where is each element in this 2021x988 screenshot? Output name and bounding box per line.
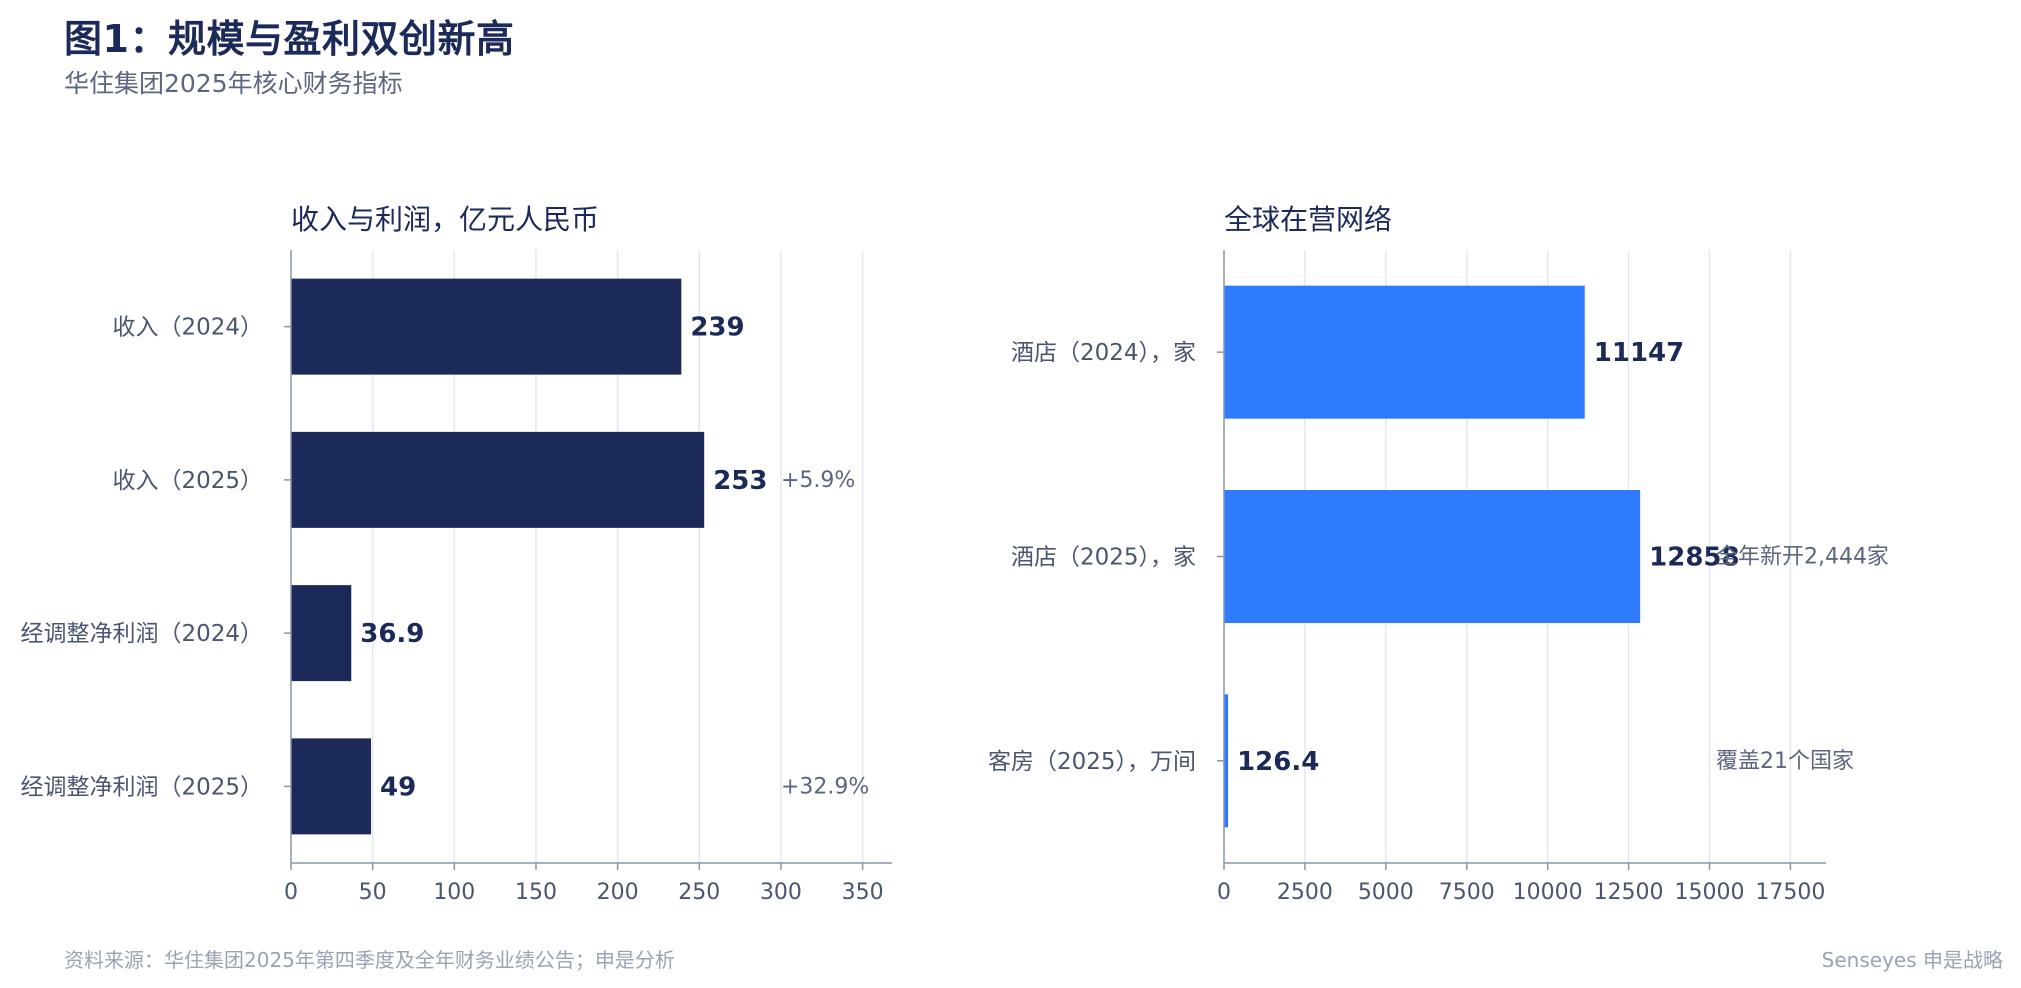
left-x-tick-label-4: 200 xyxy=(597,880,639,905)
left-category-label-0: 收入（2024） xyxy=(112,315,263,341)
figure-title: 图1：规模与盈利双创新高 xyxy=(64,17,515,61)
left-value-label-2: 36.9 xyxy=(360,619,424,649)
right-x-tick-label-4: 10000 xyxy=(1513,880,1583,905)
right-x-tick-label-6: 15000 xyxy=(1674,880,1744,905)
right-x-tick-label-2: 5000 xyxy=(1358,880,1414,905)
right-value-label-2: 126.4 xyxy=(1237,747,1319,777)
left-category-label-3: 经调整净利润（2025） xyxy=(20,774,263,800)
left-x-tick-label-3: 150 xyxy=(515,880,557,905)
right-category-label-1: 酒店（2025），家 xyxy=(1011,545,1196,571)
left-category-label-2: 经调整净利润（2024） xyxy=(20,621,263,647)
right-annotation-1: 全年新开2,444家 xyxy=(1716,545,1889,570)
left-category-label-1: 收入（2025） xyxy=(112,468,263,494)
left-x-tick-label-7: 350 xyxy=(842,880,884,905)
left-value-label-1: 253 xyxy=(713,466,767,496)
left-x-tick-label-1: 50 xyxy=(359,880,387,905)
left-x-tick-label-0: 0 xyxy=(284,880,298,905)
right-panel-title: 全球在营网络 xyxy=(1224,203,1392,236)
left-bar-3 xyxy=(291,738,372,835)
right-category-label-0: 酒店（2024），家 xyxy=(1011,340,1196,366)
right-bar-1 xyxy=(1224,490,1641,623)
left-value-label-3: 49 xyxy=(380,772,416,802)
right-bar-2 xyxy=(1224,694,1229,828)
right-category-label-2: 客房（2025），万间 xyxy=(988,749,1196,775)
left-panel-title: 收入与利润，亿元人民币 xyxy=(291,203,599,236)
figure-subtitle: 华住集团2025年核心财务指标 xyxy=(64,69,403,98)
left-bar-2 xyxy=(291,585,352,682)
right-x-tick-label-7: 17500 xyxy=(1755,880,1825,905)
left-bar-0 xyxy=(291,278,682,375)
left-annotation-1: +5.9% xyxy=(781,468,855,493)
right-x-tick-label-0: 0 xyxy=(1217,880,1231,905)
left-annotation-3: +32.9% xyxy=(781,774,869,799)
left-x-tick-label-5: 250 xyxy=(678,880,720,905)
left-x-tick-label-2: 100 xyxy=(433,880,475,905)
right-annotation-2: 覆盖21个国家 xyxy=(1716,749,1854,774)
right-value-label-1: 12858 xyxy=(1649,543,1739,573)
right-x-tick-label-5: 12500 xyxy=(1594,880,1664,905)
source-note: 资料来源：华住集团2025年第四季度及全年财务业绩公告；申是分析 xyxy=(64,948,675,972)
right-value-label-0: 11147 xyxy=(1594,338,1684,368)
right-x-tick-label-3: 7500 xyxy=(1439,880,1495,905)
right-x-tick-label-1: 2500 xyxy=(1277,880,1333,905)
left-x-tick-label-6: 300 xyxy=(760,880,802,905)
left-value-label-0: 239 xyxy=(690,313,744,343)
brand-label: Senseyes 申是战略 xyxy=(1821,948,2003,972)
right-bar-0 xyxy=(1224,285,1585,419)
left-bar-1 xyxy=(291,431,705,528)
